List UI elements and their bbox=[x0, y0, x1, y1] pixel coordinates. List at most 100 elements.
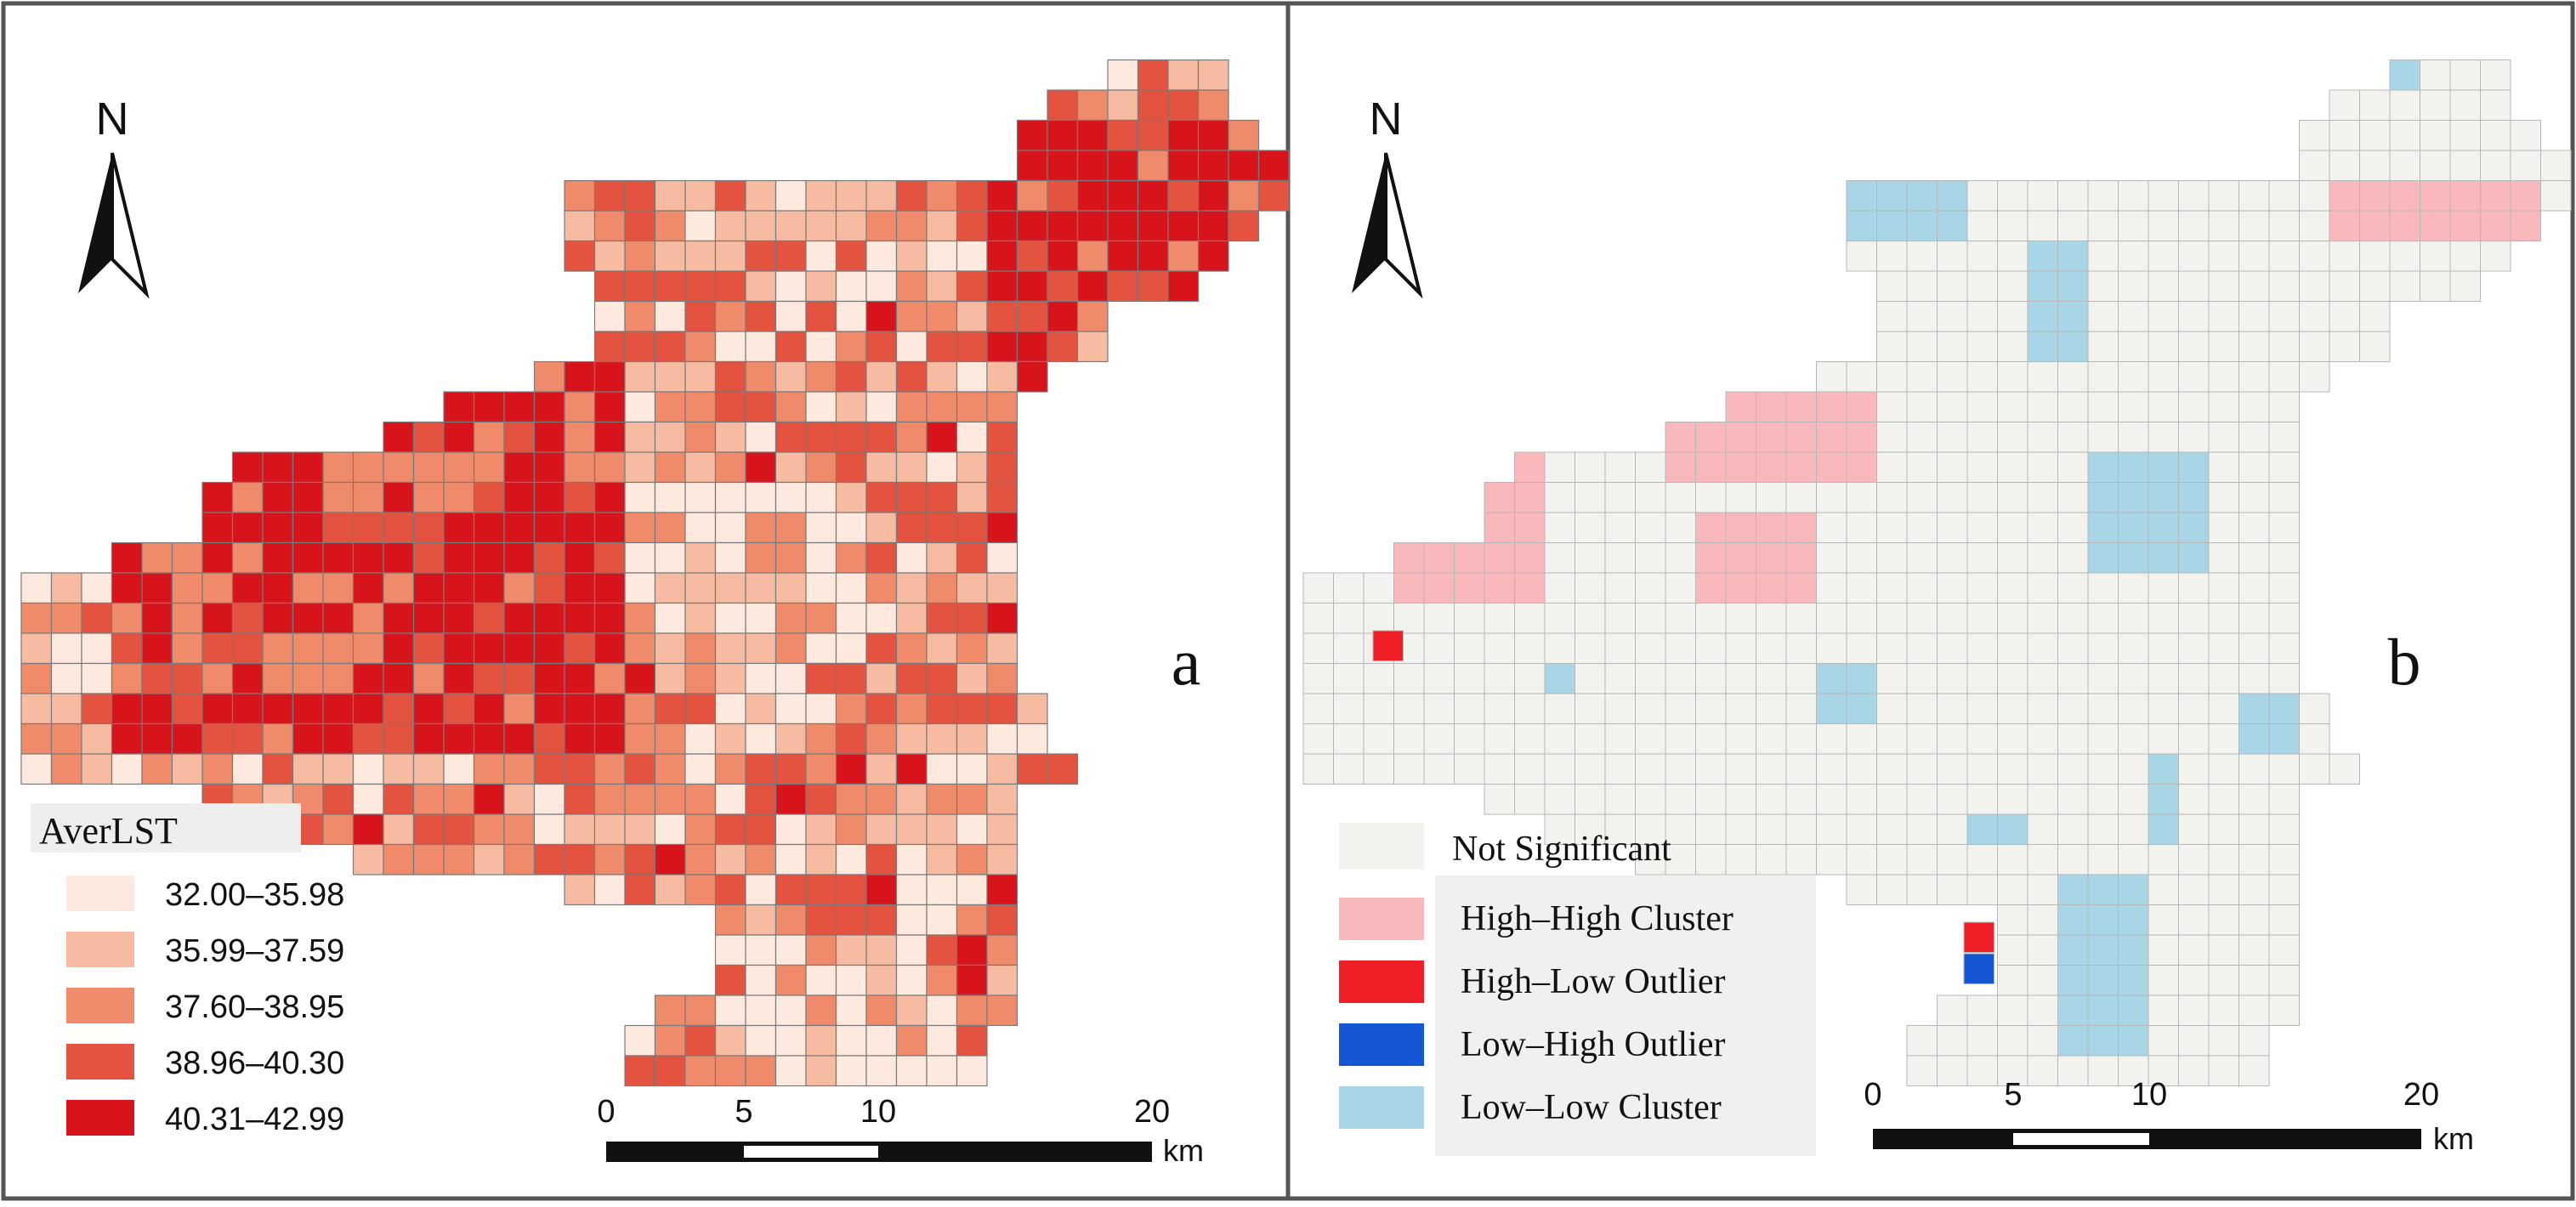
grid-cell bbox=[2057, 784, 2089, 815]
grid-cell bbox=[1937, 210, 1968, 241]
grid-cell bbox=[593, 360, 626, 393]
grid-cell bbox=[1937, 180, 1968, 212]
grid-cell bbox=[1302, 632, 1334, 664]
grid-cell bbox=[593, 240, 626, 272]
legend-item: 40.31–42.99 bbox=[66, 1100, 344, 1137]
grid-cell bbox=[684, 210, 717, 242]
grid-cell bbox=[956, 964, 988, 996]
grid-cell bbox=[383, 753, 415, 785]
legend-label: High–Low Outlier bbox=[1461, 962, 1725, 1001]
grid-cell bbox=[2087, 331, 2119, 362]
grid-cell bbox=[1725, 391, 1756, 422]
grid-cell bbox=[684, 813, 717, 846]
grid-cell bbox=[1107, 210, 1139, 242]
grid-cell bbox=[1197, 240, 1229, 272]
grid-cell bbox=[684, 994, 717, 1027]
grid-cell bbox=[654, 300, 686, 332]
grid-cell bbox=[1906, 422, 1938, 453]
grid-cell bbox=[624, 331, 656, 363]
grid-cell bbox=[835, 994, 867, 1027]
grid-cell bbox=[1876, 632, 1908, 664]
grid-cell bbox=[624, 210, 656, 242]
grid-cell bbox=[2118, 391, 2149, 422]
grid-cell bbox=[1997, 361, 2028, 393]
legend-a: AverLST 32.00–35.98 35.99–37.59 37.60–38… bbox=[31, 803, 344, 1137]
grid-cell bbox=[201, 753, 234, 785]
grid-cell bbox=[111, 722, 143, 755]
grid-cell bbox=[1785, 451, 1817, 483]
grid-cell bbox=[2178, 1055, 2210, 1086]
grid-cell bbox=[1454, 753, 1485, 785]
grid-cell bbox=[775, 964, 807, 996]
grid-cell bbox=[231, 632, 264, 665]
grid-cell bbox=[835, 240, 867, 272]
grid-cell bbox=[1816, 572, 1847, 604]
grid-cell bbox=[473, 572, 505, 604]
grid-cell bbox=[805, 451, 837, 484]
grid-cell bbox=[50, 753, 82, 785]
grid-cell bbox=[895, 481, 928, 513]
grid-cell bbox=[2148, 572, 2179, 604]
grid-cell bbox=[412, 783, 445, 815]
grid-cell bbox=[2299, 270, 2330, 302]
grid-cell bbox=[2087, 663, 2119, 694]
grid-cell bbox=[1695, 693, 1727, 724]
grid-cell bbox=[2027, 301, 2058, 332]
grid-cell bbox=[564, 421, 596, 453]
grid-cell bbox=[1966, 361, 1998, 393]
grid-cell bbox=[2238, 542, 2270, 574]
grid-cell bbox=[895, 904, 928, 936]
grid-cell bbox=[714, 421, 746, 453]
grid-cell bbox=[775, 331, 807, 363]
legend-label: 38.96–40.30 bbox=[165, 1046, 344, 1081]
grid-cell bbox=[986, 240, 1018, 272]
grid-cell bbox=[2118, 934, 2149, 966]
grid-cell bbox=[1846, 482, 1877, 513]
grid-cell bbox=[684, 602, 717, 634]
grid-cell bbox=[1228, 119, 1260, 151]
grid-cell bbox=[1423, 572, 1455, 604]
grid-cell bbox=[443, 753, 475, 785]
legend-swatch bbox=[66, 988, 134, 1023]
grid-cell bbox=[593, 783, 626, 815]
grid-cell bbox=[654, 270, 686, 303]
grid-cell bbox=[2299, 723, 2330, 755]
grid-cell bbox=[111, 632, 143, 665]
grid-cell bbox=[564, 210, 596, 242]
grid-cell bbox=[865, 753, 898, 785]
grid-cell bbox=[2178, 482, 2210, 513]
grid-cell bbox=[805, 753, 837, 785]
grid-cell bbox=[1756, 512, 1787, 543]
grid-cell bbox=[1906, 451, 1938, 483]
grid-cell bbox=[895, 179, 928, 212]
grid-cell bbox=[1966, 512, 1998, 543]
grid-cell bbox=[745, 541, 777, 574]
grid-cell bbox=[2087, 210, 2119, 241]
grid-cell bbox=[926, 481, 958, 513]
grid-cell bbox=[805, 300, 837, 332]
grid-cell bbox=[714, 813, 746, 846]
grid-cell bbox=[1514, 693, 1546, 724]
grid-cell bbox=[805, 783, 837, 815]
grid-cell bbox=[745, 722, 777, 755]
grid-cell bbox=[986, 964, 1018, 996]
grid-cell bbox=[2148, 904, 2179, 936]
grid-cell bbox=[1966, 210, 1998, 241]
grid-cell bbox=[745, 753, 777, 785]
grid-cell bbox=[1997, 210, 2028, 241]
grid-cell bbox=[383, 572, 415, 604]
grid-cell bbox=[1876, 723, 1908, 755]
grid-cell bbox=[1076, 270, 1109, 303]
grid-cell bbox=[805, 360, 837, 393]
grid-cell bbox=[141, 602, 173, 634]
grid-cell bbox=[1756, 572, 1787, 604]
grid-cell bbox=[503, 753, 536, 785]
grid-cell bbox=[2087, 451, 2119, 483]
grid-cell bbox=[956, 874, 988, 906]
grid-cell bbox=[2178, 361, 2210, 393]
grid-cell bbox=[1756, 784, 1787, 815]
grid-cell bbox=[1966, 693, 1998, 724]
grid-cell bbox=[2178, 542, 2210, 574]
grid-cell bbox=[654, 722, 686, 755]
grid-cell bbox=[775, 722, 807, 755]
